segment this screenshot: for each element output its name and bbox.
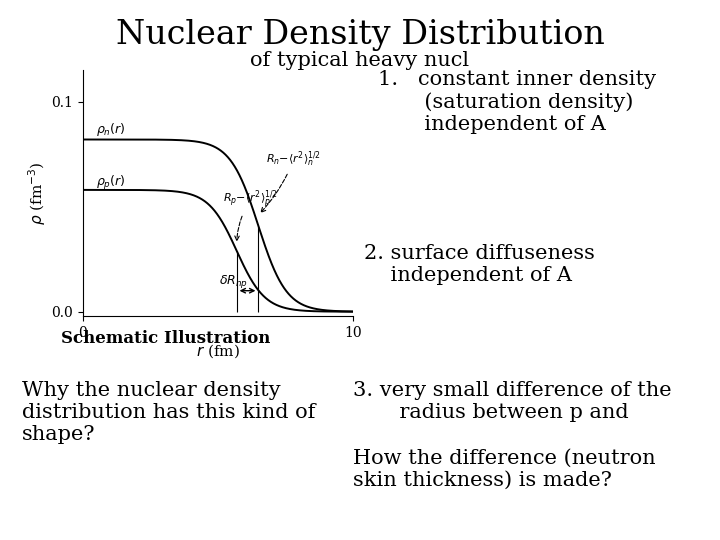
Text: How the difference (neutron
skin thickness) is made?: How the difference (neutron skin thickne… [353,449,655,490]
Text: Schematic Illustration: Schematic Illustration [61,330,271,347]
X-axis label: $r$ (fm): $r$ (fm) [196,342,240,360]
Text: 1.   constant inner density
       (saturation density)
       independent of A: 1. constant inner density (saturation de… [378,70,656,134]
Text: of typical heavy nucl: of typical heavy nucl [251,51,469,70]
Text: $R_n{-}{\langle}r^2{\rangle}_n^{1/2}$: $R_n{-}{\langle}r^2{\rangle}_n^{1/2}$ [261,150,321,212]
Text: $\delta R_{np}$: $\delta R_{np}$ [219,273,248,291]
Y-axis label: $\rho$ (fm$^{-3}$): $\rho$ (fm$^{-3}$) [27,161,48,225]
Text: Nuclear Density Distribution: Nuclear Density Distribution [116,19,604,51]
Text: $\rho_p(r)$: $\rho_p(r)$ [96,174,126,192]
Text: Why the nuclear density
distribution has this kind of
shape?: Why the nuclear density distribution has… [22,381,315,444]
Text: 3. very small difference of the
       radius between p and: 3. very small difference of the radius b… [353,381,672,422]
Text: 2. surface diffuseness
    independent of A: 2. surface diffuseness independent of A [364,244,595,285]
Text: $\rho_n(r)$: $\rho_n(r)$ [96,121,126,138]
Text: $R_p{-}{\langle}r^2{\rangle}_p^{1/2}$: $R_p{-}{\langle}r^2{\rangle}_p^{1/2}$ [223,188,278,240]
